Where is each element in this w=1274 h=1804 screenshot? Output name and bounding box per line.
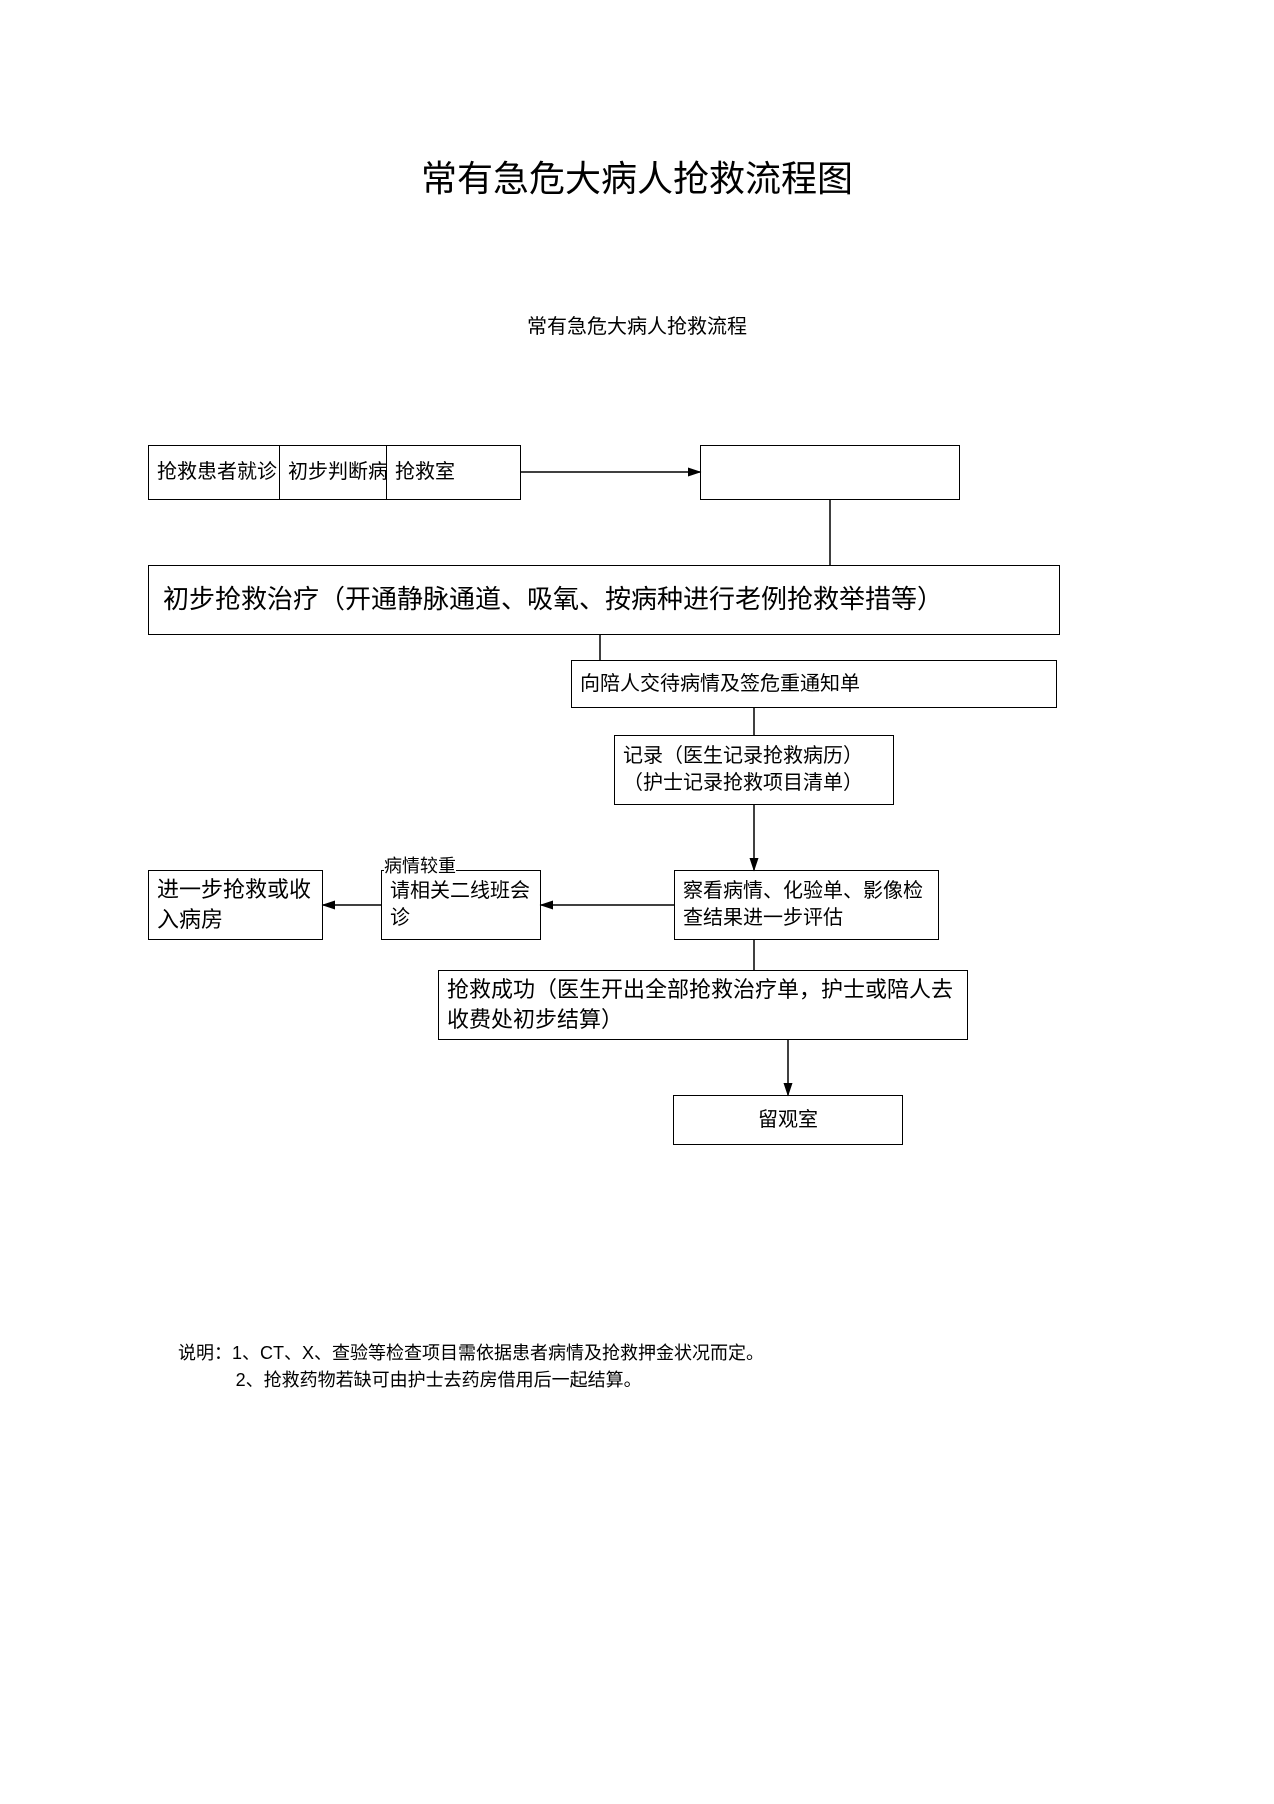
- flow-node-label: 抢救室: [395, 459, 455, 486]
- flow-node-label: 抢救成功（医生开出全部抢救治疗单，护士或陪人去收费处初步结算）: [447, 975, 959, 1034]
- flow-node-n10: 进一步抢救或收入病房: [148, 870, 323, 940]
- notes-line: 说明：1、CT、X、查验等检查项目需依据患者病情及抢救押金状况而定。: [178, 1340, 764, 1367]
- flow-node-label: 察看病情、化验单、影像检查结果进一步评估: [683, 878, 930, 932]
- flow-node-n3: 抢救室: [386, 445, 521, 500]
- flow-node-n4: [700, 445, 960, 500]
- flow-node-label: 留观室: [758, 1107, 818, 1134]
- page-subtitle: 常有急危大病人抢救流程: [0, 310, 1274, 339]
- flow-node-n11: 抢救成功（医生开出全部抢救治疗单，护士或陪人去收费处初步结算）: [438, 970, 968, 1040]
- flow-node-n7: 记录（医生记录抢救病历）（护士记录抢救项目清单）: [614, 735, 894, 805]
- notes: 说明：1、CT、X、查验等检查项目需依据患者病情及抢救押金状况而定。2、抢救药物…: [178, 1340, 764, 1394]
- flow-node-n6: 向陪人交待病情及签危重通知单: [571, 660, 1057, 708]
- notes-line: 2、抢救药物若缺可由护士去药房借用后一起结算。: [178, 1367, 764, 1394]
- flow-node-label: 初步抢救治疗（开通静脉通道、吸氧、按病种进行老例抢救举措等）: [163, 582, 943, 617]
- flow-node-n9: 请相关二线班会诊: [381, 870, 541, 940]
- flow-node-label: 请相关二线班会诊: [390, 878, 532, 932]
- flow-node-label: 向陪人交待病情及签危重通知单: [580, 671, 860, 698]
- edge-label: 病情较重: [384, 852, 456, 878]
- flow-node-label: 记录（医生记录抢救病历）（护士记录抢救项目清单）: [623, 743, 863, 797]
- page-title: 常有急危大病人抢救流程图: [0, 150, 1274, 202]
- document-page: 常有急危大病人抢救流程图 常有急危大病人抢救流程 抢救患者就诊初步判断病情抢救室…: [0, 0, 1274, 1804]
- flow-node-label: 抢救患者就诊: [157, 459, 277, 486]
- flow-node-label: 进一步抢救或收入病房: [157, 875, 314, 934]
- flow-node-n8: 察看病情、化验单、影像检查结果进一步评估: [674, 870, 939, 940]
- flow-node-n5: 初步抢救治疗（开通静脉通道、吸氧、按病种进行老例抢救举措等）: [148, 565, 1060, 635]
- flow-node-n12: 留观室: [673, 1095, 903, 1145]
